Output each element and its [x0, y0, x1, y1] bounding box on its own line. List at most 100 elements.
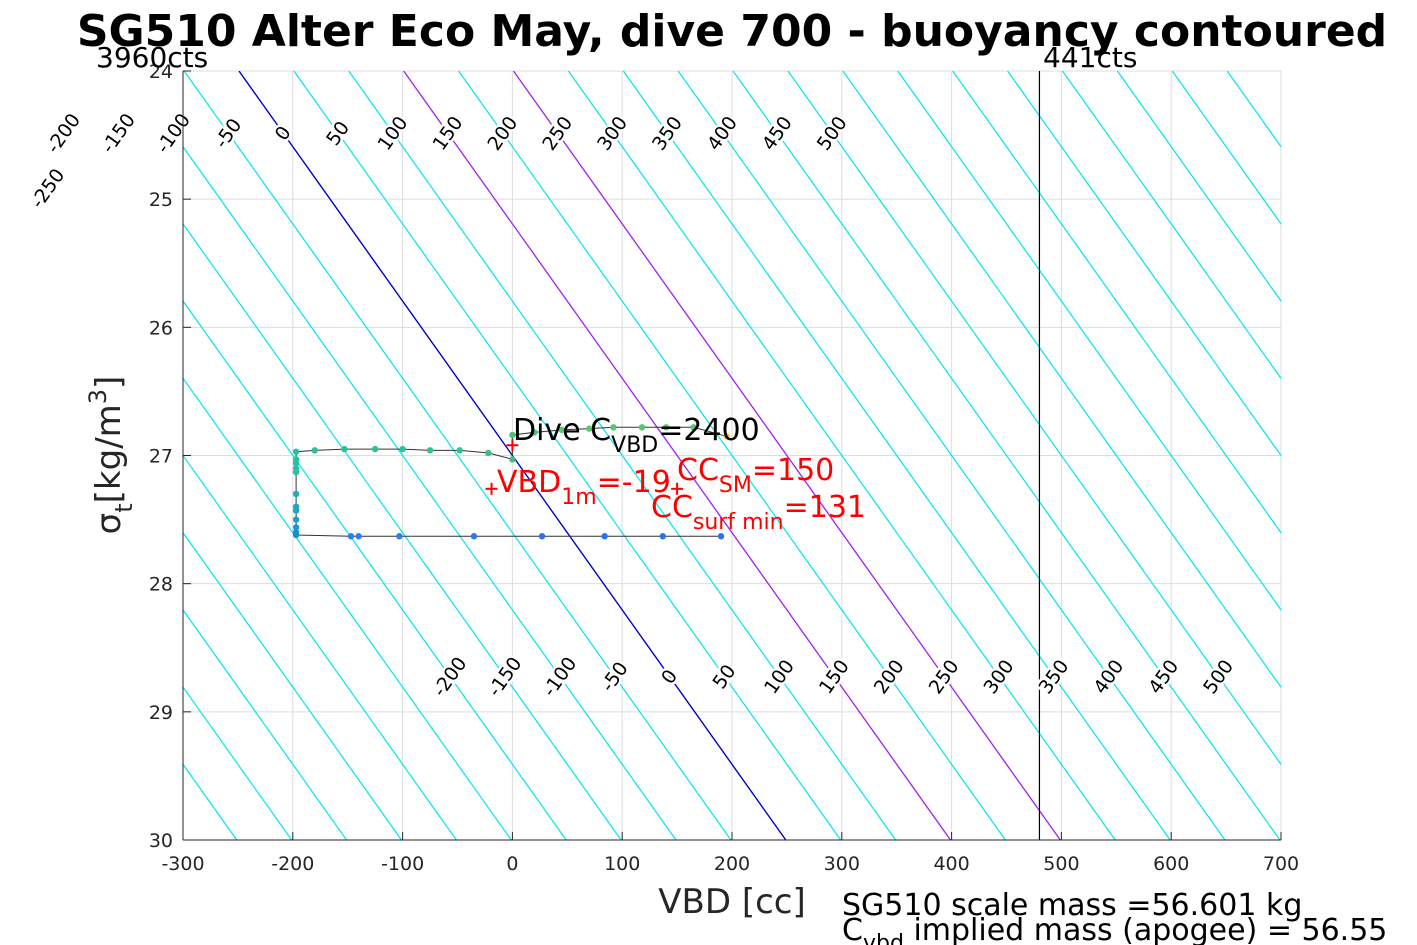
cc-sm-annotation: CCSM=150 — [677, 453, 834, 498]
track-point — [531, 429, 538, 436]
x-tick-label: -200 — [271, 853, 314, 875]
track-point — [292, 531, 300, 539]
contour-label-top--250: -250 — [26, 165, 69, 213]
contour-label-top-450: 450 — [758, 112, 797, 154]
contour-line--100 — [183, 145, 677, 840]
contour-line-1050 — [1392, 71, 1417, 840]
y-tick-label: 29 — [149, 702, 173, 724]
contour-line--200 — [183, 300, 567, 840]
contour-line-100 — [348, 71, 897, 840]
track-point — [347, 533, 355, 540]
track-point — [371, 445, 379, 453]
x-tick-label: 200 — [714, 853, 750, 875]
track-point — [717, 533, 725, 540]
contour-line--150 — [183, 222, 622, 840]
contour-label-top--300: -300 — [0, 152, 5, 200]
track-point — [341, 445, 348, 453]
dive-track — [292, 424, 730, 540]
contour-line--400 — [183, 608, 348, 840]
track-point — [558, 426, 566, 434]
footer-implied-mass: Cvbd implied mass (apogee) = 56.55 — [842, 913, 1387, 945]
contour-label-top-0: 0 — [271, 122, 296, 145]
dive-c-vbd-annotation: Dive CVBD=2400 — [513, 413, 760, 458]
y-tick-label: 30 — [149, 830, 173, 852]
y-label-sub: t — [110, 503, 138, 512]
contour-line--250 — [183, 377, 512, 840]
track-point — [470, 533, 478, 540]
y-label-sup: 3 — [84, 389, 112, 404]
contour-label-bottom-250: 250 — [925, 656, 964, 698]
track-point — [456, 447, 463, 454]
contour-label-top-300: 300 — [593, 112, 632, 154]
x-tick-label: -100 — [381, 853, 424, 875]
x-tick-label: 0 — [506, 853, 518, 875]
track-point — [509, 456, 516, 463]
contour-label-bottom-350: 350 — [1034, 656, 1073, 698]
contour-line-350 — [622, 71, 1171, 840]
track-point — [292, 468, 300, 476]
track-point — [690, 424, 697, 431]
contour-label-bottom-300: 300 — [980, 656, 1019, 698]
track-point — [426, 447, 434, 454]
track-point — [292, 490, 300, 498]
vbd-1m-annotation: VBD1m=-19 — [497, 465, 671, 510]
y-tick-label: 27 — [149, 446, 173, 468]
track-point — [485, 449, 492, 457]
contour-label-top-400: 400 — [703, 112, 742, 154]
corner-right-label: 441cts — [1043, 41, 1137, 74]
track-point — [610, 424, 617, 431]
track-point — [292, 459, 300, 467]
contour-label-top--150: -150 — [97, 110, 140, 158]
y-label-close: ] — [89, 376, 129, 389]
track-point — [662, 424, 670, 431]
red-markers — [485, 439, 684, 495]
track-point — [509, 431, 516, 439]
contour-label-bottom-50: 50 — [709, 661, 741, 693]
svg-text:σt[kg/m3]: σt[kg/m3] — [84, 376, 138, 535]
contour-line-1000 — [1337, 71, 1417, 840]
track-point — [723, 433, 730, 440]
track-point — [399, 445, 406, 453]
contour-label-bottom-450: 450 — [1144, 656, 1183, 698]
axes — [182, 70, 1282, 841]
contour-label-bottom--100: -100 — [538, 653, 581, 701]
contour-label-top-150: 150 — [428, 112, 467, 154]
contour-line-750 — [1062, 71, 1281, 380]
contour-label-top-200: 200 — [483, 112, 522, 154]
x-tick-label: 100 — [604, 853, 640, 875]
contour-line--450 — [183, 686, 293, 840]
contour-label-top-250: 250 — [538, 112, 577, 154]
contour-line-400 — [677, 71, 1226, 840]
contour-line-250 — [512, 71, 1061, 840]
y-label-symbol: σ — [89, 513, 129, 535]
contour-line-600 — [897, 71, 1281, 611]
track-point — [292, 507, 300, 514]
track-point — [311, 447, 318, 454]
track-point — [355, 533, 362, 540]
contour-line--350 — [183, 531, 402, 840]
chart-title: SG510 Alter Eco May, dive 700 - buoyancy… — [77, 6, 1387, 57]
contour-line-700 — [1007, 71, 1281, 457]
contour-label-bottom-100: 100 — [760, 656, 799, 698]
contour-line-300 — [567, 71, 1116, 840]
x-tick-label: 400 — [933, 853, 969, 875]
x-tick-label: -300 — [161, 853, 204, 875]
contour-line-50 — [293, 71, 842, 840]
contour-line-150 — [403, 71, 952, 840]
contour-label-top-100: 100 — [374, 112, 413, 154]
contour-line--50 — [183, 71, 732, 840]
y-tick-label: 28 — [149, 574, 173, 596]
track-point — [601, 533, 608, 540]
track-point — [292, 516, 300, 523]
contour-label-bottom-200: 200 — [870, 656, 909, 698]
cc-surf-min-annotation: CCsurf min=131 — [651, 490, 866, 535]
contour-line-650 — [952, 71, 1281, 534]
contour-lines — [183, 71, 1417, 840]
track-point — [396, 533, 403, 540]
corner-left-label: 3960cts — [96, 41, 208, 74]
contour-label-bottom--150: -150 — [483, 653, 526, 701]
contour-label-bottom--50: -50 — [597, 658, 633, 696]
x-axis-label: VBD [cc] — [658, 882, 806, 922]
contour-line-950 — [1282, 71, 1417, 840]
tick-labels: -300 -200 -100 0 100 200 300 400 500 600 700242526… — [149, 61, 1299, 875]
